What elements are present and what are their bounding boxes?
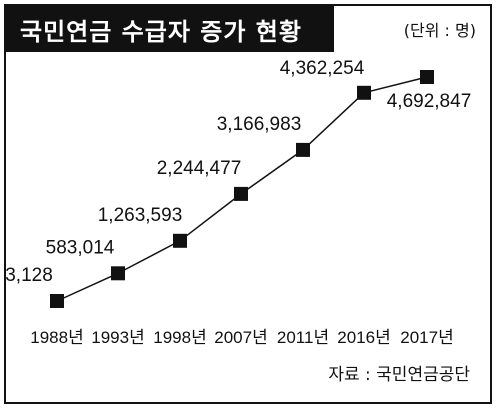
x-tick-label: 1988년 bbox=[30, 328, 83, 347]
data-point-marker bbox=[173, 233, 187, 248]
x-tick-label: 2007년 bbox=[214, 328, 267, 347]
data-label: 3,128 bbox=[5, 265, 53, 286]
chart-frame: 국민연금 수급자 증가 현황 (단위 : 명) bbox=[4, 4, 492, 404]
x-tick-label: 2016년 bbox=[337, 328, 390, 347]
x-tick-label: 2011년 bbox=[277, 328, 329, 347]
data-point-marker bbox=[296, 142, 310, 157]
data-label: 1,263,593 bbox=[98, 205, 183, 226]
unit-label: (단위 : 명) bbox=[403, 21, 476, 40]
title-background bbox=[6, 6, 334, 52]
data-label: 3,166,983 bbox=[217, 114, 302, 135]
x-tick-label: 2017년 bbox=[400, 328, 453, 347]
data-point-marker bbox=[50, 294, 64, 308]
data-point-marker bbox=[420, 70, 434, 84]
source-note: 자료 : 국민연금공단 bbox=[328, 365, 470, 385]
x-tick-label: 1993년 bbox=[91, 328, 144, 347]
chart-header: 국민연금 수급자 증가 현황 (단위 : 명) bbox=[6, 6, 490, 52]
data-label: 4,692,847 bbox=[387, 91, 472, 112]
chart-title: 국민연금 수급자 증가 현황 bbox=[20, 17, 302, 46]
data-point-marker bbox=[111, 266, 125, 281]
data-label: 2,244,477 bbox=[157, 158, 242, 179]
data-label: 583,014 bbox=[46, 237, 115, 258]
data-point-marker bbox=[234, 186, 248, 201]
data-label: 4,362,254 bbox=[280, 58, 365, 79]
data-point-marker bbox=[357, 85, 371, 100]
x-tick-label: 1998년 bbox=[153, 328, 206, 347]
